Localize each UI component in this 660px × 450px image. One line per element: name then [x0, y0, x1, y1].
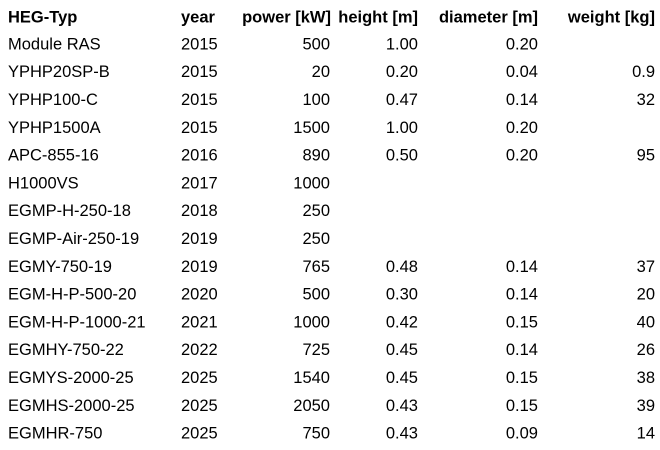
table-cell: 0.20 [506, 119, 538, 137]
table-cell: 20 [637, 286, 655, 304]
table-cell: 0.20 [506, 35, 538, 53]
table-cell: 37 [637, 258, 655, 276]
table-cell: 0.15 [506, 397, 538, 415]
table-cell: 32 [637, 91, 655, 109]
table-cell: 2021 [181, 313, 218, 331]
table-cell: 0.42 [386, 313, 418, 331]
table-cell: 0.45 [386, 369, 418, 387]
table-cell: 2025 [181, 425, 218, 443]
table-cell: 0.20 [386, 63, 418, 81]
column-header: power [kW] [242, 8, 331, 26]
table-cell: 0.14 [506, 258, 538, 276]
table-cell: 95 [637, 147, 655, 165]
column-header: HEG-Typ [8, 8, 77, 26]
table-cell: 2022 [181, 341, 218, 359]
table-cell: 0.14 [506, 286, 538, 304]
table-cell: 0.43 [386, 397, 418, 415]
table-cell: 0.50 [386, 147, 418, 165]
table-cell: 765 [302, 258, 330, 276]
column-header: weight [kg] [567, 8, 655, 26]
table-cell: 1540 [293, 369, 330, 387]
table-cell: 2019 [181, 230, 218, 248]
table-cell: 750 [302, 425, 330, 443]
table-cell: 2015 [181, 91, 218, 109]
table-cell: 38 [637, 369, 655, 387]
table-cell: 500 [302, 286, 330, 304]
row-label: EGMHY-750-22 [8, 341, 124, 359]
row-label: EGMHR-750 [8, 425, 102, 443]
row-label: YPHP20SP-B [8, 63, 110, 81]
table-cell: 0.20 [506, 147, 538, 165]
table-cell: 890 [302, 147, 330, 165]
table-cell: 2019 [181, 258, 218, 276]
row-label: APC-855-16 [8, 147, 99, 165]
table-cell: 0.09 [506, 425, 538, 443]
table-cell: 1.00 [386, 119, 418, 137]
column-header: height [m] [338, 8, 418, 26]
column-header: diameter [m] [439, 8, 538, 26]
table-cell: 1500 [293, 119, 330, 137]
table-cell: 0.48 [386, 258, 418, 276]
table-cell: 20 [312, 63, 330, 81]
table-cell: 500 [302, 35, 330, 53]
table-cell: 1.00 [386, 35, 418, 53]
table-cell: 2016 [181, 147, 218, 165]
table-cell: 2025 [181, 397, 218, 415]
table-cell: 0.43 [386, 425, 418, 443]
table-cell: 0.45 [386, 341, 418, 359]
table-cell: 2025 [181, 369, 218, 387]
row-label: H1000VS [8, 174, 79, 192]
table-cell: 2015 [181, 63, 218, 81]
table-cell: 0.30 [386, 286, 418, 304]
row-label: EGMHS-2000-25 [8, 397, 135, 415]
table-cell: 1000 [293, 174, 330, 192]
table-cell: 250 [302, 202, 330, 220]
table-cell: 0.14 [506, 341, 538, 359]
table-cell: 2050 [293, 397, 330, 415]
table-cell: 40 [637, 313, 655, 331]
table-cell: 250 [302, 230, 330, 248]
table-cell: 100 [302, 91, 330, 109]
table-cell: 0.15 [506, 313, 538, 331]
table-cell: 2020 [181, 286, 218, 304]
table-cell: 2015 [181, 119, 218, 137]
table-cell: 0.14 [506, 91, 538, 109]
table-cell: 26 [637, 341, 655, 359]
table-cell: 725 [302, 341, 330, 359]
table-cell: 39 [637, 397, 655, 415]
table-cell: 1000 [293, 313, 330, 331]
table-cell: 2018 [181, 202, 218, 220]
row-label: EGMY-750-19 [8, 258, 112, 276]
row-label: EGM-H-P-500-20 [8, 286, 136, 304]
row-label: EGM-H-P-1000-21 [8, 313, 146, 331]
table-cell: 0.15 [506, 369, 538, 387]
table-cell: 0.04 [506, 63, 538, 81]
row-label: EGMP-Air-250-19 [8, 230, 139, 248]
table-cell: 2017 [181, 174, 218, 192]
table-cell: 14 [637, 425, 655, 443]
table-cell: 0.47 [386, 91, 418, 109]
row-label: EGMYS-2000-25 [8, 369, 134, 387]
column-header: year [181, 8, 216, 26]
row-label: YPHP1500A [8, 119, 101, 137]
table-cell: 0.9 [632, 63, 655, 81]
row-label: Module RAS [8, 35, 101, 53]
row-label: EGMP-H-250-18 [8, 202, 131, 220]
table-cell: 2015 [181, 35, 218, 53]
row-label: YPHP100-C [8, 91, 98, 109]
